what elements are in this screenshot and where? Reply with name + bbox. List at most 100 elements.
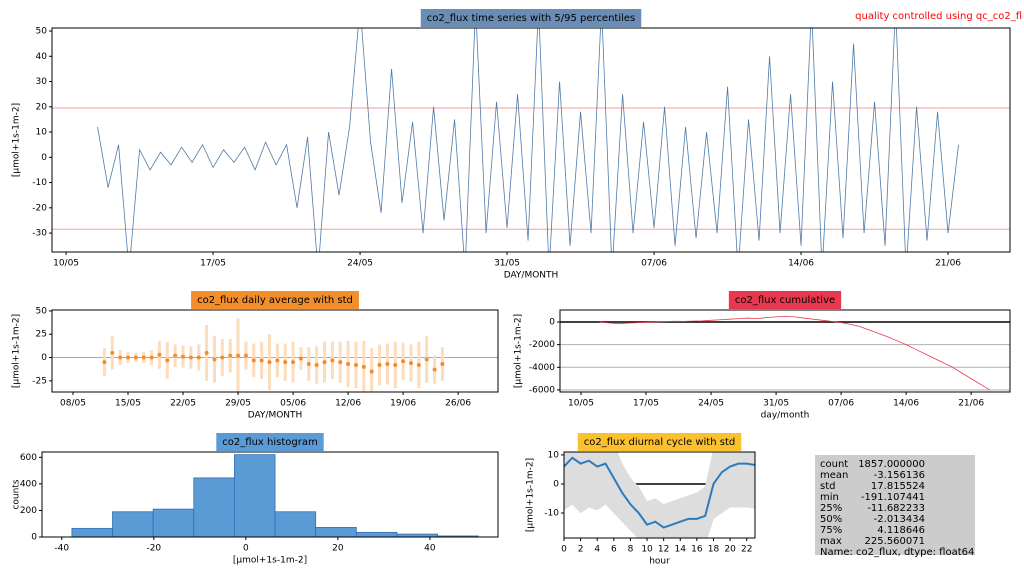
x-tick-label: 24/05: [698, 399, 724, 409]
stat-name: 50%: [820, 514, 842, 525]
std-band: [638, 485, 648, 538]
y-tick-label: 10: [548, 450, 560, 460]
x-tick-label: 26/06: [445, 399, 471, 409]
mean-point: [267, 360, 272, 365]
mean-point: [385, 362, 390, 367]
x-tick-label: 22/05: [170, 399, 196, 409]
axes-frame: [563, 451, 756, 539]
x-tick-label: -20: [146, 544, 161, 554]
mean-point: [188, 355, 193, 360]
chart-title: co2_flux diurnal cycle with std: [584, 437, 735, 448]
mean-point: [228, 353, 233, 358]
plot-area: [71, 454, 479, 537]
plot-area: [564, 452, 755, 538]
stat-name: count: [820, 459, 848, 470]
mean-point: [196, 355, 201, 360]
mean-point: [126, 355, 131, 360]
title-box: [420, 9, 642, 27]
std-band: [688, 492, 698, 538]
mean-point: [275, 358, 280, 363]
axes-frame: [51, 309, 499, 393]
mean-point: [118, 355, 123, 360]
y-axis-label: [µmol+1s-1m-2]: [12, 103, 22, 177]
plot-area: [52, 28, 1010, 252]
mean-point: [181, 354, 186, 359]
histogram-bar: [234, 454, 276, 537]
std-band: [663, 501, 673, 538]
mean-point: [204, 350, 209, 355]
y-tick-label: 0: [41, 353, 47, 363]
chart-title: co2_flux time series with 5/95 percentil…: [427, 13, 636, 24]
std-band: [564, 452, 573, 511]
stat-name: std: [820, 481, 835, 492]
mean-point: [424, 357, 429, 362]
x-tick-label: 22: [741, 545, 752, 555]
x-axis-label: DAY/MONTH: [504, 271, 559, 281]
mean-point: [393, 362, 398, 367]
histogram-bar: [274, 511, 317, 537]
x-tick-label: 4: [594, 545, 600, 555]
y-axis-label: [µmol+1s-1m-2]: [12, 314, 22, 388]
mean-point: [165, 358, 170, 363]
y-tick-label: -6000: [529, 385, 555, 395]
mean-point: [346, 362, 351, 367]
stat-value: -2.013434: [874, 514, 925, 525]
data-line: [564, 456, 755, 529]
histogram-bar: [193, 477, 235, 537]
axes-frame: [51, 27, 1011, 253]
mean-point: [243, 353, 248, 358]
y-tick-label: 0: [553, 479, 559, 489]
chart-title: co2_flux histogram: [222, 437, 317, 448]
title-box: [728, 291, 842, 309]
x-tick-label: 40: [424, 544, 436, 554]
x-tick-label: 2: [578, 545, 584, 555]
y-tick-label: 0: [31, 533, 37, 543]
mean-point: [298, 356, 303, 361]
x-tick-label: 8: [628, 545, 634, 555]
y-tick-label: -10: [544, 509, 559, 519]
stat-name: 25%: [820, 503, 842, 514]
axes-frame: [559, 309, 1011, 393]
x-tick-label: 08/05: [60, 399, 86, 409]
stat-name: min: [820, 492, 839, 503]
mean-point: [353, 362, 358, 367]
y-tick-label: -4000: [529, 363, 555, 373]
axes-frame: [41, 451, 499, 538]
mean-point: [220, 355, 225, 360]
mean-point: [408, 361, 413, 366]
std-band: [646, 498, 656, 538]
stat-value: 4.118646: [877, 525, 925, 536]
plot-area: [560, 315, 1010, 391]
y-tick-label: 600: [20, 453, 37, 463]
x-tick-label: 0: [243, 544, 249, 554]
mean-point: [361, 364, 366, 369]
x-tick-label: 05/06: [280, 399, 306, 409]
x-tick-label: 10/05: [53, 259, 79, 269]
y-tick-label: -20: [32, 203, 47, 213]
mean-point: [110, 350, 115, 355]
mean-point: [251, 358, 256, 363]
x-axis-label: [µmol+1s-1m-2]: [233, 556, 307, 566]
x-tick-label: 10/05: [568, 399, 594, 409]
std-band: [613, 452, 623, 523]
y-tick-label: 0: [549, 318, 555, 328]
stat-value: -3.156136: [874, 470, 925, 481]
y-tick-label: 25: [36, 330, 47, 340]
x-tick-label: 16: [691, 545, 703, 555]
title-box: [216, 433, 324, 451]
y-tick-label: 50: [36, 306, 48, 316]
chart-title: co2_flux cumulative: [735, 295, 835, 306]
mean-point: [259, 358, 264, 363]
x-tick-label: 07/06: [828, 399, 854, 409]
stat-footer: Name: co2_flux, dtype: float64: [820, 547, 974, 558]
x-axis-label: day/month: [761, 411, 810, 421]
histogram-bar: [437, 535, 479, 537]
histogram-bar: [355, 531, 398, 537]
mean-point: [322, 360, 327, 365]
stat-name: mean: [820, 470, 848, 481]
y-tick-label: -2000: [529, 340, 555, 350]
y-tick-label: 40: [36, 52, 48, 62]
mean-point: [212, 357, 217, 362]
y-tick-label: 50: [36, 27, 48, 37]
std-band: [696, 486, 706, 538]
